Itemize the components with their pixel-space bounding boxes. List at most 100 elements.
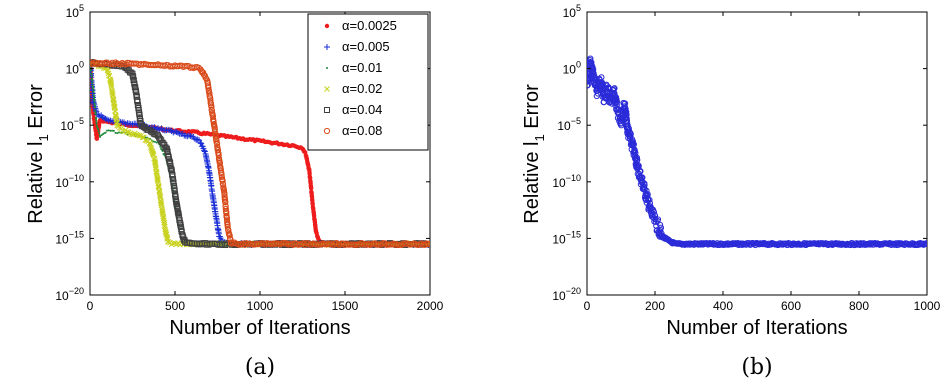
chart-a-legend-marker [324, 23, 330, 29]
chart-b-ylabel: Relative l1 Error [521, 84, 547, 224]
chart-b-x-tick-label: 800 [849, 299, 869, 313]
chart-a-point [99, 135, 102, 138]
chart-b-point [651, 212, 659, 219]
chart-a-y-tick-label: 10−20 [55, 286, 84, 303]
chart-b-point [630, 140, 637, 147]
chart-b-point [646, 196, 653, 204]
chart-a-point [92, 86, 94, 89]
chart-a-point [90, 73, 93, 76]
chart-a-point [222, 199, 229, 206]
chart-b-point [654, 216, 662, 223]
chart-a-point [426, 240, 430, 248]
chart-a-point [116, 132, 119, 135]
chart-b-point [637, 168, 644, 175]
chart-a-point [92, 93, 95, 96]
chart-a-point [90, 69, 92, 72]
chart-a-point [93, 99, 96, 102]
chart-b-point [623, 111, 630, 118]
chart-a-point [106, 129, 108, 132]
chart-b-point [923, 240, 927, 247]
chart-b-xlabel: Number of Iterations [666, 317, 847, 339]
chart-a-legend-marker [324, 86, 330, 92]
chart-a-point [98, 132, 101, 135]
chart-a-point [165, 239, 172, 245]
chart-a-point [92, 87, 95, 90]
chart-a-legend-label: α=0.005 [342, 39, 390, 54]
chart-a-point [114, 131, 117, 134]
chart-a-x-tick-label: 2000 [417, 299, 444, 313]
chart-b-point [635, 162, 642, 169]
chart-b-point [923, 240, 927, 248]
chart-a-point [148, 144, 154, 151]
chart-a-x-tick-label: 0 [87, 299, 94, 313]
chart-a-point [124, 129, 130, 135]
chart-b-caption: (b) [741, 355, 772, 380]
chart-a-x-tick-label: 1500 [332, 299, 359, 313]
chart-a-point [136, 111, 143, 118]
chart-a-point [218, 174, 225, 181]
chart-a-point [161, 221, 168, 228]
chart-b-y-tick-label: 10−15 [552, 229, 581, 246]
chart-b-series [587, 55, 927, 249]
chart-a-point [185, 62, 192, 70]
chart-a-point [191, 135, 198, 142]
chart-a-xlabel: Number of Iterations [169, 317, 350, 339]
chart-a-point [128, 69, 135, 76]
chart-a-legend-label: α=0.02 [342, 81, 382, 96]
chart-a-point [219, 181, 227, 188]
chart-b-point [657, 224, 665, 231]
chart-a-y-tick-label: 100 [66, 60, 84, 77]
chart-a-point [94, 106, 97, 109]
chart-a-point [90, 75, 93, 78]
chart-a-series [90, 58, 430, 249]
chart-a-point [133, 131, 140, 138]
chart-a-point [95, 117, 98, 120]
chart-a-point [208, 103, 215, 110]
chart-a-point [155, 178, 161, 184]
chart-a-point [94, 109, 97, 112]
chart-b-point [641, 181, 648, 189]
chart-b-point [629, 138, 637, 145]
chart-a-point [223, 210, 230, 217]
chart-b-point [599, 81, 606, 88]
chart-a-point [223, 214, 230, 221]
chart-b-point [633, 154, 640, 161]
chart-a-point [92, 95, 95, 98]
chart-b-point [623, 108, 630, 116]
chart-a-point [308, 186, 314, 191]
chart-a-point [114, 120, 120, 127]
chart-a-y-ticks: 105 100 10−5 10−10 10−15 10−20 [55, 3, 430, 303]
chart-a-point [102, 115, 109, 122]
chart-b: 0 200 400 600 800 1000 10510010−510−1010−1510… [521, 3, 941, 380]
chart-a-point [213, 137, 220, 144]
chart-b-point [587, 55, 594, 62]
chart-a-point [134, 98, 141, 105]
chart-a-point [180, 235, 187, 242]
chart-a-point [152, 140, 155, 143]
chart-a-point [117, 131, 120, 134]
chart-a-series-5 [90, 59, 430, 249]
chart-b-series-0 [587, 55, 927, 249]
chart-a-point [224, 223, 231, 230]
chart-a-point [108, 82, 115, 89]
chart-b-y-tick-label: 100 [563, 60, 581, 77]
chart-a-legend: α=0.0025 α=0.005 α=0.01 α=0.02 α=0.04 α=0.08 [307, 13, 429, 151]
chart-a-point [215, 152, 222, 159]
chart-a-point [213, 140, 221, 148]
chart-a-point [198, 140, 205, 147]
chart-a-point [95, 119, 98, 122]
chart-a-point [97, 128, 100, 131]
chart-a-point [96, 126, 99, 129]
chart-a-point [158, 200, 165, 207]
chart-a-point [196, 137, 203, 144]
chart-a-legend-label: α=0.0025 [342, 18, 397, 33]
chart-b-point [650, 208, 658, 216]
chart-a: 0 500 1000 1500 2000 105 100 10−5 10−10 10−15 10−… [25, 3, 444, 380]
chart-a-point [201, 147, 208, 154]
chart-b-point [590, 66, 597, 73]
chart-b-x-tick-label: 200 [645, 299, 665, 313]
chart-a-point [153, 140, 156, 143]
chart-a-point [107, 129, 110, 132]
chart-a-legend-label: α=0.04 [342, 102, 382, 117]
